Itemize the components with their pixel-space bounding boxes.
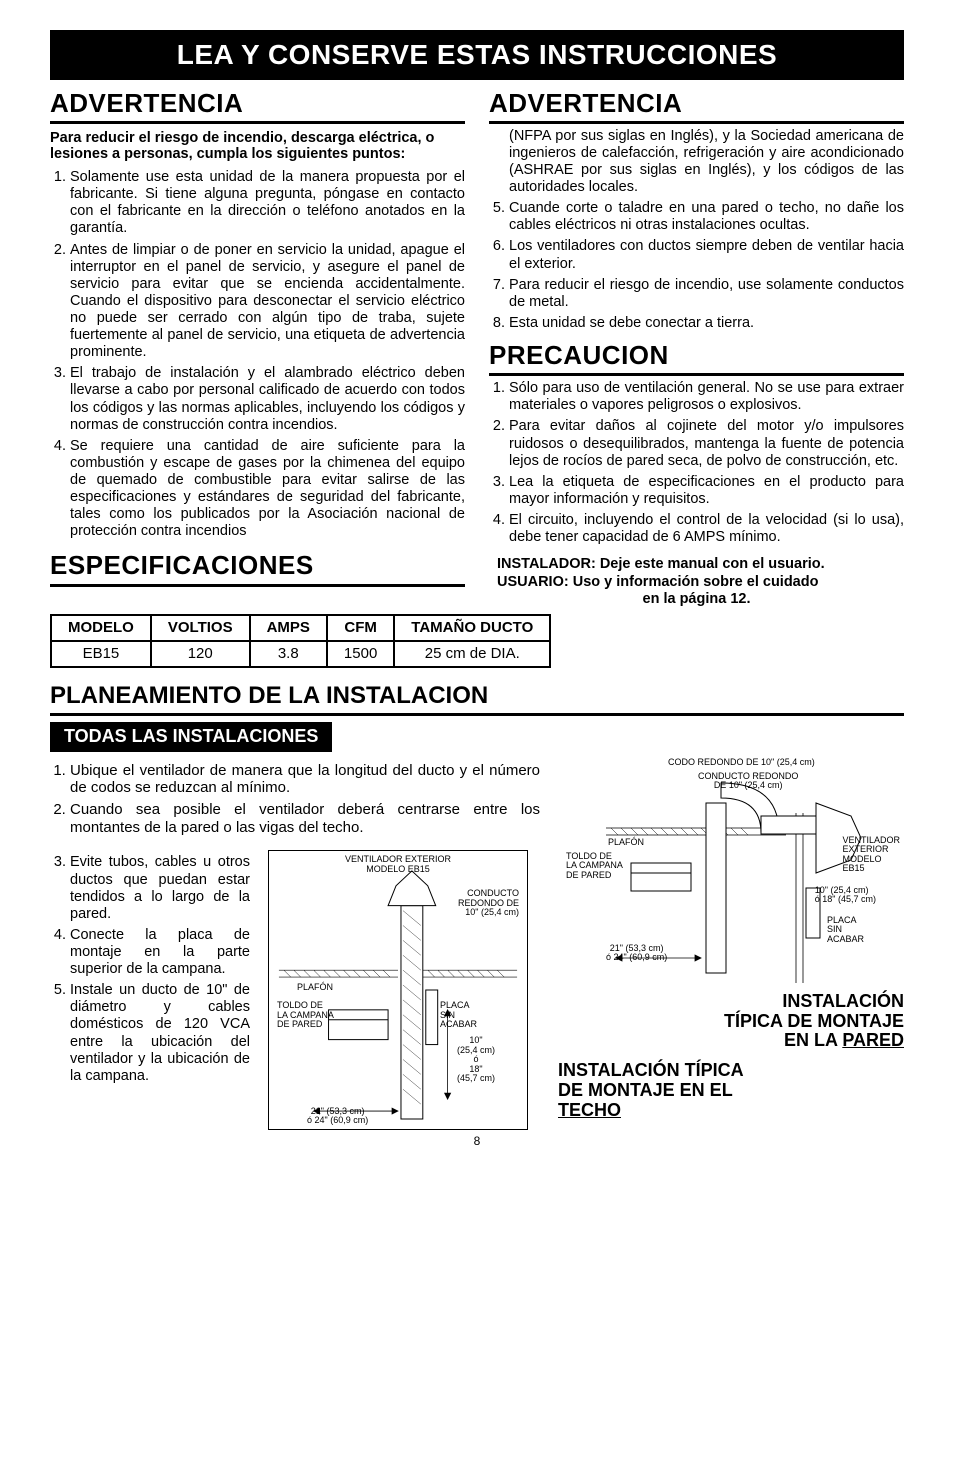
- inst1-line3a: EN LA: [784, 1030, 842, 1050]
- advertencia-heading-right: ADVERTENCIA: [489, 88, 904, 124]
- diag2-toldo: TOLDO DE LA CAMPANA DE PARED: [566, 852, 623, 880]
- list-item: Esta unidad se debe conectar a tierra.: [509, 315, 904, 332]
- cell-voltios: 120: [151, 641, 250, 667]
- list-item: Evite tubos, cables u otros ductos que p…: [70, 854, 250, 922]
- inst1-line3b: PARED: [842, 1030, 904, 1050]
- inst1-line1: INSTALACIÓN: [782, 991, 904, 1011]
- continuation-paragraph: (NFPA por sus siglas en Inglés), y la So…: [489, 128, 904, 196]
- inst2-line2: DE MONTAJE EN EL: [558, 1080, 733, 1100]
- col-amps: AMPS: [250, 615, 327, 641]
- list-item: Solamente use esta unidad de la manera p…: [70, 169, 465, 237]
- precaucion-list: Sólo para uso de ventilación general. No…: [489, 380, 904, 546]
- list-item: Los ventiladores con ductos siempre debe…: [509, 238, 904, 272]
- diag1-title: VENTILADOR EXTERIOR MODELO EB15: [269, 855, 527, 874]
- plan-list-top: Ubique el ventilador de manera que la lo…: [50, 762, 540, 837]
- diag1-dimv: 10" (25,4 cm) ó 18" (45,7 cm): [457, 1036, 495, 1083]
- advertencia-heading-left: ADVERTENCIA: [50, 88, 465, 124]
- diagram-techo: VENTILADOR EXTERIOR MODELO EB15 CONDUCTO…: [268, 850, 528, 1130]
- diag1-placa: PLACA SIN ACABAR: [440, 1001, 477, 1029]
- list-item: Sólo para uso de ventilación general. No…: [509, 380, 904, 414]
- inst1-line2: TÍPICA DE MONTAJE: [724, 1011, 904, 1031]
- especificaciones-heading: ESPECIFICACIONES: [50, 550, 465, 586]
- main-banner: LEA Y CONSERVE ESTAS INSTRUCCIONES: [50, 30, 904, 80]
- diag2-plafon: PLAFÓN: [608, 838, 644, 847]
- diag1-conducto: CONDUCTO REDONDO DE 10" (25,4 cm): [458, 889, 519, 917]
- diag2-dimh: 21" (53,3 cm) ó 24" (60,9 cm): [606, 944, 667, 963]
- list-item: Ubique el ventilador de manera que la lo…: [70, 762, 540, 797]
- installer-note: INSTALADOR: Deje este manual con el usua…: [489, 556, 904, 608]
- plan-list-left-wrap: Evite tubos, cables u otros ductos que p…: [50, 850, 250, 1088]
- diagram-pared: CODO REDONDO DE 10" (25,4 cm) CONDUCTO R…: [558, 758, 904, 988]
- installer-line2: USUARIO: Uso y información sobre el cuid…: [497, 574, 896, 591]
- list-item: Para evitar daños al cojinete del motor …: [509, 418, 904, 469]
- table-row: MODELO VOLTIOS AMPS CFM TAMAÑO DUCTO: [51, 615, 550, 641]
- diag1-title2: MODELO EB15: [269, 865, 527, 874]
- list-item: Cuande corte o taladre en una pared o te…: [509, 200, 904, 234]
- list-item: Para reducir el riesgo de incendio, use …: [509, 277, 904, 311]
- list-item: Lea la etiqueta de especificaciones en e…: [509, 474, 904, 508]
- list-item: El circuito, incluyendo el control de la…: [509, 512, 904, 546]
- todas-instalaciones-banner: TODAS LAS INSTALACIONES: [50, 722, 332, 752]
- list-item: Antes de limpiar o de poner en servicio …: [70, 242, 465, 362]
- installer-line1: INSTALADOR: Deje este manual con el usua…: [497, 556, 896, 573]
- list-item: Conecte la placa de montaje en la parte …: [70, 927, 250, 978]
- diag1-plafon: PLAFÓN: [297, 983, 333, 992]
- installer-line3: en la página 12.: [497, 591, 896, 608]
- cell-ducto: 25 cm de DIA.: [394, 641, 550, 667]
- diag2-codo: CODO REDONDO DE 10" (25,4 cm): [668, 758, 815, 767]
- precaucion-heading: PRECAUCION: [489, 340, 904, 376]
- diag1-dimh: 21" (53,3 cm) ó 24" (60,9 cm): [307, 1107, 368, 1126]
- table-row: EB15 120 3.8 1500 25 cm de DIA.: [51, 641, 550, 667]
- col-ducto: TAMAÑO DUCTO: [394, 615, 550, 641]
- planeamiento-heading: PLANEAMIENTO DE LA INSTALACION: [50, 682, 904, 716]
- diag2-conducto: CONDUCTO REDONDO DE 10" (25,4 cm): [698, 772, 798, 791]
- list-item: Instale un ducto de 10" de diámetro y ca…: [70, 982, 250, 1085]
- diag2-placa: PLACA SIN ACABAR: [827, 916, 864, 944]
- col-modelo: MODELO: [51, 615, 151, 641]
- advertencia-list-left: Solamente use esta unidad de la manera p…: [50, 169, 465, 540]
- inst2-line3: TECHO: [558, 1100, 621, 1120]
- list-item: El trabajo de instalación y el alambrado…: [70, 365, 465, 433]
- right-column: ADVERTENCIA (NFPA por sus siglas en Ingl…: [489, 86, 904, 609]
- list-item: Se requiere una cantidad de aire suficie…: [70, 438, 465, 541]
- advertencia-list-right: Cuande corte o taladre en una pared o te…: [489, 200, 904, 332]
- col-voltios: VOLTIOS: [151, 615, 250, 641]
- list-item: Cuando sea posible el ventilador deberá …: [70, 801, 540, 836]
- warnings-two-column: ADVERTENCIA Para reducir el riesgo de in…: [50, 86, 904, 609]
- intro-paragraph: Para reducir el riesgo de incendio, desc…: [50, 130, 465, 163]
- specs-table: MODELO VOLTIOS AMPS CFM TAMAÑO DUCTO EB1…: [50, 614, 551, 668]
- cell-modelo: EB15: [51, 641, 151, 667]
- instalacion-techo-title: INSTALACIÓN TÍPICA DE MONTAJE EN EL TECH…: [558, 1061, 904, 1120]
- diag2-dims: 10" (25,4 cm) ó 18" (45,7 cm): [815, 886, 876, 905]
- diag2-vent: VENTILADOR EXTERIOR MODELO EB15: [842, 836, 900, 874]
- plan-list-left: Evite tubos, cables u otros ductos que p…: [50, 854, 250, 1084]
- instalacion-pared-title: INSTALACIÓN TÍPICA DE MONTAJE EN LA PARE…: [558, 992, 904, 1051]
- diagram-box-1: VENTILADOR EXTERIOR MODELO EB15 CONDUCTO…: [268, 850, 528, 1130]
- cell-amps: 3.8: [250, 641, 327, 667]
- col-cfm: CFM: [327, 615, 394, 641]
- bottom-row: Evite tubos, cables u otros ductos que p…: [50, 850, 540, 1130]
- right-stack: CODO REDONDO DE 10" (25,4 cm) CONDUCTO R…: [558, 758, 904, 1121]
- page-number: 8: [50, 1134, 904, 1148]
- left-column: ADVERTENCIA Para reducir el riesgo de in…: [50, 86, 465, 609]
- diag1-toldo: TOLDO DE LA CAMPANA DE PARED: [277, 1001, 334, 1029]
- inst2-line1: INSTALACIÓN TÍPICA: [558, 1060, 744, 1080]
- cell-cfm: 1500: [327, 641, 394, 667]
